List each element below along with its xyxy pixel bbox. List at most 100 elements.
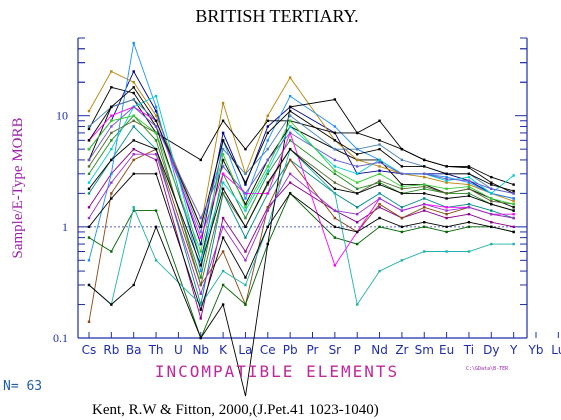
x-tick-label: Eu — [439, 343, 454, 357]
data-point — [378, 216, 381, 220]
data-point — [512, 230, 515, 234]
data-point — [378, 183, 381, 186]
data-point — [132, 153, 135, 156]
data-point — [423, 250, 426, 253]
x-axis-label: INCOMPATIBLE ELEMENTS — [155, 362, 399, 381]
data-point — [445, 230, 448, 234]
x-tick-label: Nd — [371, 343, 388, 357]
data-point — [400, 158, 404, 162]
data-point — [288, 125, 292, 128]
data-point — [199, 158, 202, 162]
citation: Kent, R.W & Fitton, 2000,(J.Pet.41 1023-… — [92, 402, 379, 418]
data-point — [266, 242, 269, 246]
data-point — [423, 175, 426, 179]
data-point — [244, 206, 247, 209]
data-point — [423, 202, 426, 206]
data-point — [199, 236, 202, 239]
data-point — [244, 250, 247, 253]
data-point — [132, 172, 135, 176]
data-point — [221, 181, 225, 184]
data-point — [154, 109, 158, 113]
data-point — [199, 250, 202, 253]
data-point — [512, 242, 515, 246]
x-tick-label: Dy — [483, 343, 499, 357]
data-point — [333, 147, 337, 151]
data-point — [154, 147, 158, 151]
series-line — [88, 148, 514, 319]
data-point — [356, 165, 359, 168]
data-point — [512, 209, 515, 212]
series-line — [88, 125, 514, 305]
data-point — [244, 192, 247, 195]
data-point — [445, 165, 448, 168]
series-line — [88, 192, 514, 340]
data-point — [356, 221, 359, 224]
data-point — [423, 183, 426, 186]
data-point — [400, 187, 404, 190]
data-point — [266, 125, 269, 128]
data-point — [423, 172, 426, 176]
data-point — [199, 264, 202, 267]
data-point — [87, 158, 91, 162]
data-point — [445, 225, 448, 229]
data-point — [221, 131, 225, 135]
data-point — [400, 192, 404, 195]
data-point — [221, 165, 225, 168]
series-line — [88, 106, 514, 267]
data-point — [110, 114, 113, 117]
data-point — [467, 172, 471, 176]
data-point — [333, 225, 337, 229]
data-point — [199, 242, 202, 246]
data-point — [445, 177, 448, 181]
data-point — [154, 125, 158, 128]
file-path: C:\GData\B-TER — [466, 366, 509, 372]
data-point — [221, 139, 225, 142]
data-point — [512, 174, 515, 177]
data-point — [266, 119, 269, 122]
data-point — [132, 91, 135, 95]
data-point — [378, 165, 381, 168]
data-point — [378, 119, 381, 122]
plot-frame — [77, 38, 528, 339]
data-point — [199, 230, 202, 234]
x-tick-label: Pr — [307, 343, 319, 357]
data-point — [110, 181, 113, 184]
data-point — [244, 197, 247, 200]
data-point — [333, 165, 337, 168]
data-point — [110, 192, 113, 195]
data-point — [266, 172, 269, 176]
data-point — [445, 181, 448, 184]
data-point — [154, 209, 158, 212]
data-point — [288, 139, 292, 142]
x-tick-label: Y — [509, 343, 518, 357]
data-point — [423, 192, 426, 195]
data-point — [110, 139, 113, 142]
x-tick-label: Ti — [463, 343, 474, 357]
data-point — [154, 114, 158, 117]
data-point — [199, 317, 202, 320]
data-point — [132, 125, 135, 128]
data-point — [266, 131, 269, 135]
data-point — [288, 158, 292, 162]
data-point — [490, 181, 493, 184]
data-point — [266, 158, 269, 162]
series-line — [88, 115, 514, 280]
data-point — [244, 183, 247, 186]
data-point — [512, 200, 515, 203]
x-tick-label: Sm — [415, 343, 434, 357]
series-line — [88, 115, 514, 254]
data-point — [288, 192, 292, 195]
data-point — [356, 187, 359, 190]
data-point — [244, 276, 247, 279]
data-point — [87, 172, 91, 176]
data-point — [490, 183, 493, 186]
x-tick-label: Rb — [103, 343, 119, 357]
data-point — [244, 259, 247, 262]
x-tick-label: La — [238, 343, 252, 357]
data-point — [333, 139, 337, 142]
data-point — [423, 187, 426, 190]
data-point — [467, 202, 471, 206]
data-point — [288, 76, 292, 79]
data-point — [400, 259, 404, 262]
data-point — [423, 165, 426, 168]
